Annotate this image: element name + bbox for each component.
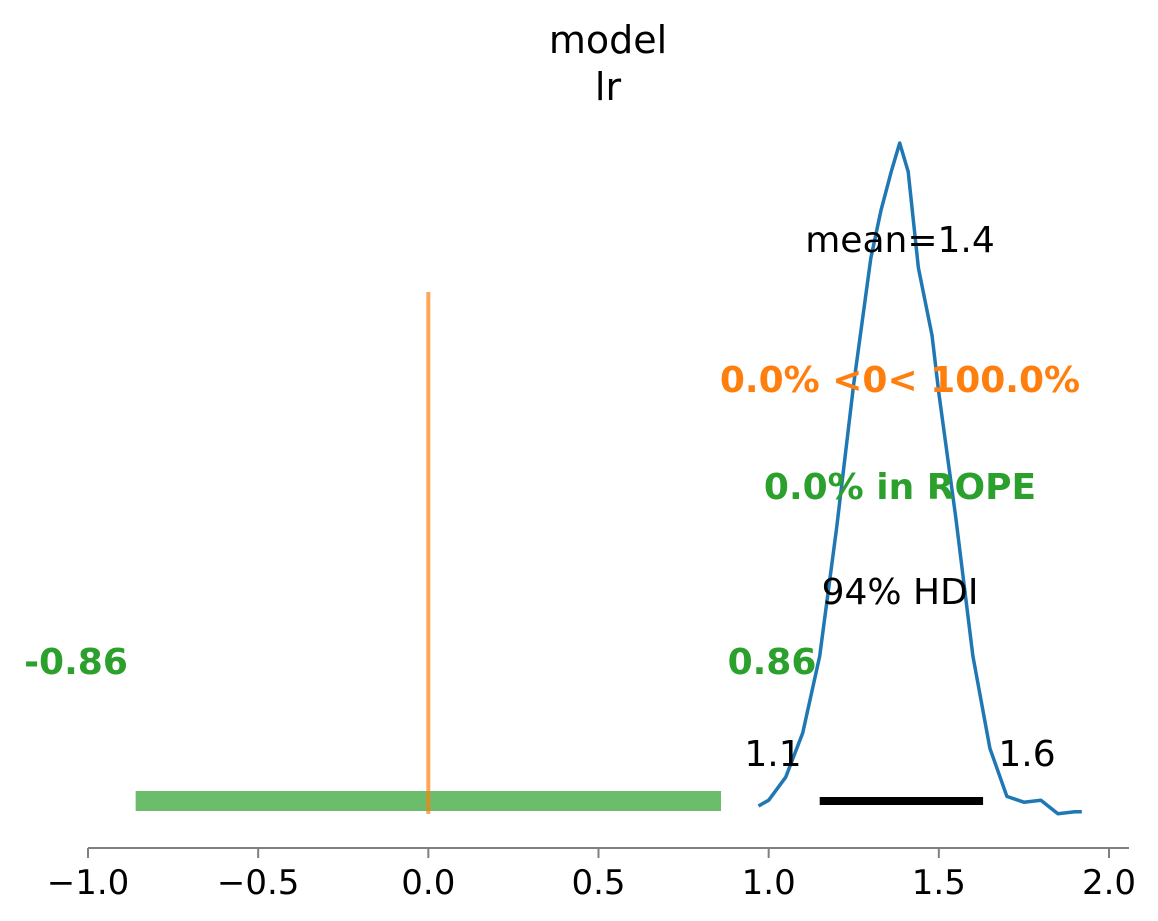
hdi-low-label: 1.1 [744, 734, 801, 775]
chart-title-line-2: lr [595, 65, 622, 109]
rope-label: 0.0% in ROPE [764, 467, 1036, 508]
mean-label: mean=1.4 [805, 220, 995, 261]
hdi-high-label: 1.6 [998, 734, 1055, 775]
rope-low-label: -0.86 [24, 642, 128, 683]
x-tick-label: 0.5 [571, 863, 625, 903]
x-tick-label: 1.0 [742, 863, 796, 903]
reference-label: 0.0% <0< 100.0% [720, 360, 1080, 401]
x-tick-label: −1.0 [47, 863, 130, 903]
x-axis-ticks: −1.0 −0.5 0.0 0.5 1.0 1.5 2.0 [47, 848, 1136, 903]
x-tick-label: −0.5 [217, 863, 300, 903]
x-tick-label: 0.0 [401, 863, 455, 903]
x-tick-label: 2.0 [1082, 863, 1136, 903]
hdi-label: 94% HDI [822, 572, 979, 613]
density-curve [757, 141, 1082, 816]
x-tick-label: 1.5 [912, 863, 966, 903]
rope-high-label: 0.86 [728, 642, 817, 683]
chart-title-line-1: model [549, 18, 667, 62]
